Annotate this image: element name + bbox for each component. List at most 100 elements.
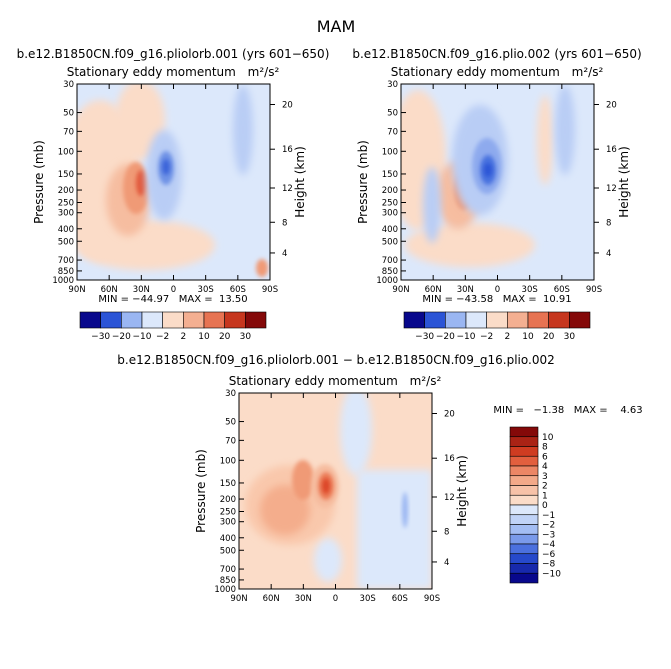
panel-diff-colorbar-box (509, 446, 539, 457)
panel-diff-colorbar-label: −4 (542, 540, 556, 550)
panel-diff-colorbar-label: 4 (542, 462, 548, 472)
panel-diff-ytick-label: 30 (225, 389, 236, 399)
panel-2-colorbar-box (486, 311, 508, 329)
panel-1-colorbar-box (121, 311, 143, 329)
panel-2-colorbar-box (569, 311, 591, 329)
panel-1-xtick-label: 0 (171, 285, 176, 295)
panel-diff-height-tick-label: 16 (444, 454, 455, 464)
panel-diff-ytick-label: 250 (220, 508, 236, 518)
panel-1-colorbar-box (224, 311, 246, 329)
panel-2-colorbar-box (548, 311, 570, 329)
panel-1-colorbar-box (162, 311, 184, 329)
panel-2-colorbar-label: −20 (436, 332, 455, 342)
panel-1-stats: MIN = −44.97 MAX = 13.50 (98, 294, 247, 305)
panel-2-colorbar-label: 10 (522, 332, 534, 342)
panel-2-ytick-label: 150 (382, 170, 398, 180)
panel-1-colorbar-box (183, 311, 205, 329)
panel-2-colorbar-box (403, 311, 425, 329)
panel-diff-colorbar-label: 0 (542, 501, 548, 511)
panel-diff-height-tick-label: 8 (444, 527, 449, 537)
panel-1-colorbar-label: −30 (91, 332, 110, 342)
panel-2-ytick-label: 300 (382, 209, 398, 219)
panel-1-ytick-label: 400 (58, 225, 74, 235)
panel-2-colorbar-label: 2 (504, 332, 510, 342)
panel-1-colorbar-box (203, 311, 225, 329)
panel-diff-colorbar-box (509, 553, 539, 564)
panel-1-ylabel: Pressure (mb) (32, 140, 46, 224)
panel-diff-colorbar-box (509, 563, 539, 574)
panel-diff: b.e12.B1850CN.f09_g16.pliolorb.001 − b.e… (117, 353, 642, 604)
panel-diff-colorbar-label: −10 (542, 569, 561, 579)
panel-1-ytick-label: 50 (63, 109, 74, 119)
panel-1-ytick-label: 700 (58, 256, 74, 266)
panel-1-xtick-label: 90S (262, 285, 278, 295)
panel-diff-height-tick-label: 4 (444, 558, 449, 568)
panel-1-colorbar-label: 20 (219, 332, 231, 342)
panel-1-colorbar-box (100, 311, 122, 329)
panel-2-height-tick-label: 20 (606, 100, 617, 110)
panel-diff-ytick-label: 400 (220, 534, 236, 544)
panel-diff-ytick-label: 150 (220, 479, 236, 489)
panel-diff-units: m²/s² (410, 374, 442, 388)
panel-diff-colorbar-box (509, 524, 539, 535)
panel-diff-colorbar-box (509, 465, 539, 477)
panel-diff-ytick-label: 200 (220, 495, 236, 505)
panel-diff-colorbar-label: −2 (542, 521, 555, 531)
panel-diff-axes: 90N 60N 30N 0 30S 60S 90S 30 50 70 100 150 200 250300… (214, 389, 454, 604)
panel-diff-ytick-label: 700 (220, 565, 236, 575)
panel-diff-colorbar-box (509, 426, 539, 438)
panel-diff-ytick-label: 100 (220, 456, 236, 466)
figure-title: MAM (317, 17, 356, 36)
panel-1-colorbar-label: 10 (198, 332, 210, 342)
panel-1-height-tick-label: 4 (282, 249, 287, 259)
panel-diff-colorbar-box (509, 504, 539, 516)
panel-2-ytick-label: 1000 (376, 276, 398, 286)
panel-2-xtick-label: 30N (457, 285, 474, 295)
panel-diff-field (239, 393, 432, 589)
panel-diff-colorbar-label: 1 (542, 491, 548, 501)
panel-2-colorbar-label: −30 (415, 332, 434, 342)
panel-2-height-tick-label: 4 (606, 249, 611, 259)
panel-diff-colorbar-box (509, 514, 539, 525)
panel-diff-header: b.e12.B1850CN.f09_g16.pliolorb.001 − b.e… (117, 353, 554, 367)
panel-1-height-tick-label: 20 (282, 100, 293, 110)
panel-2-ytick-label: 700 (382, 256, 398, 266)
panel-1-axes: 90N 60N 30N 0 30S 60S 90S 30 50 70 100 150 200 250300… (52, 80, 292, 295)
panel-1-ytick-label: 30 (63, 80, 74, 90)
panel-1-xtick-label: 60S (230, 285, 246, 295)
panel-diff-colorbar-label: 3 (542, 472, 548, 482)
panel-2-ytick-label: 500 (382, 237, 398, 247)
panel-2-colorbar-label: −10 (457, 332, 476, 342)
panel-diff-height-tick-label: 12 (444, 493, 455, 503)
panel-2-colorbar-box (465, 311, 487, 329)
panel-1-height-tick-label: 12 (282, 184, 293, 194)
panel-diff-colorbar-box (509, 572, 539, 584)
panel-1-colorbar-label: −20 (112, 332, 131, 342)
panel-1-field (77, 84, 270, 280)
panel-diff-ytick-label: 50 (225, 418, 236, 428)
panel-diff-colorbar-label: 10 (542, 433, 554, 443)
panel-diff-ytick-label: 70 (225, 436, 236, 446)
panel-diff-xtick-label: 60N (263, 594, 280, 604)
panel-diff-colorbar-label: 8 (542, 443, 548, 453)
panel-2-xtick-label: 60N (425, 285, 442, 295)
panel-diff-colorbar-box (509, 455, 539, 467)
panel-1-height-tick-label: 16 (282, 145, 293, 155)
panel-diff-xtick-label: 30N (295, 594, 312, 604)
panel-2-xtick-label: 0 (495, 285, 500, 295)
panel-2-units: m²/s² (572, 65, 604, 79)
panel-diff-colorbar-box (509, 485, 539, 496)
panel-1-title-main: Stationary eddy momentum (67, 65, 236, 79)
panel-2-ytick-label: 250 (382, 199, 398, 209)
panel-2-colorbar-box (527, 311, 549, 329)
panel-diff-xtick-label: 0 (333, 594, 338, 604)
panel-1-colorbar-box (245, 311, 267, 329)
panel-2-colorbar-box (445, 311, 467, 329)
panel-2-title-main: Stationary eddy momentum (391, 65, 560, 79)
panel-1: b.e12.B1850CN.f09_g16.pliolorb.001 (yrs … (17, 47, 330, 342)
panel-diff-ytick-label: 300 (220, 518, 236, 528)
panel-2-colorbar-box (424, 311, 446, 329)
panel-2-height-tick-label: 16 (606, 145, 617, 155)
